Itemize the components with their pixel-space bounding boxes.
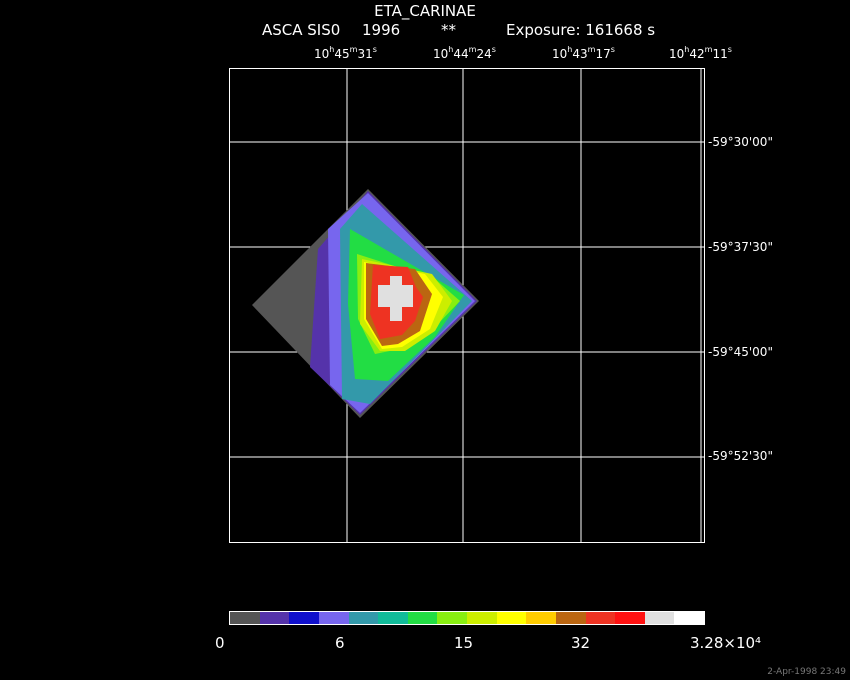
dec-tick-label: -59°45'00" [708, 345, 773, 359]
colorbar-label: 3.28×10⁴ [690, 634, 762, 652]
colorbar-swatch [407, 612, 438, 624]
ra-tick-label: 10h45m31s [314, 45, 377, 61]
colorbar-label: 32 [571, 634, 591, 652]
marker-label: ** [441, 21, 456, 39]
colorbar-swatch [348, 612, 379, 624]
colorbar-swatch [230, 612, 260, 624]
dec-tick-label: -59°30'00" [708, 135, 773, 149]
sky-image-plot [229, 68, 705, 543]
xray-image [230, 69, 704, 542]
timestamp: 2-Apr-1998 23:49 [767, 667, 846, 677]
dec-tick-label: -59°37'30" [708, 240, 773, 254]
colorbar-swatch [526, 612, 556, 624]
colorbar-swatch [437, 612, 467, 624]
colorbar-swatch [555, 612, 586, 624]
dec-tick-label: -59°52'30" [708, 449, 773, 463]
colorbar-swatch [318, 612, 349, 624]
colorbar-label: 6 [335, 634, 345, 652]
colorbar-swatch [674, 612, 704, 624]
ra-tick-label: 10h44m24s [433, 45, 496, 61]
image-title: ETA_CARINAE [374, 2, 476, 20]
ra-tick-label: 10h42m11s [669, 45, 732, 61]
colorbar-swatch [259, 612, 290, 624]
year-label: 1996 [362, 21, 401, 39]
colorbar-label: 15 [454, 634, 474, 652]
colorbar-swatch [644, 612, 675, 624]
detector-field [252, 189, 479, 418]
colorbar-swatch [378, 612, 408, 624]
instrument-label: ASCA SIS0 [262, 21, 341, 39]
colorbar-label: 0 [215, 634, 225, 652]
colorbar-swatch [615, 612, 645, 624]
colorbar [229, 611, 705, 625]
colorbar-swatch [289, 612, 319, 624]
exposure-label: Exposure: 161668 s [506, 21, 656, 39]
colorbar-swatch [467, 612, 497, 624]
colorbar-swatch [496, 612, 527, 624]
colorbar-swatch [585, 612, 616, 624]
ra-tick-label: 10h43m17s [552, 45, 615, 61]
